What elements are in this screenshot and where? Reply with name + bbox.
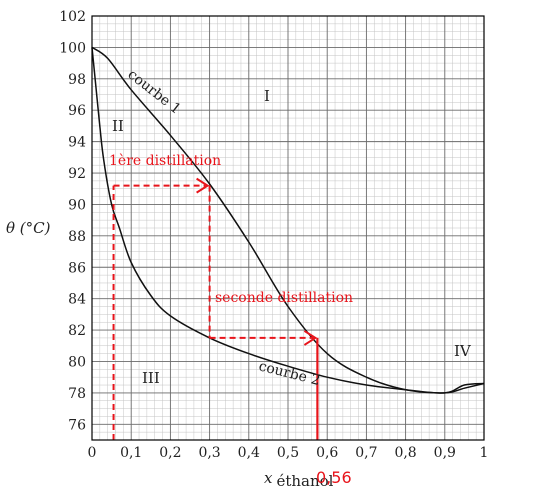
x-axis-symbol: x: [264, 469, 273, 487]
second-distillation-label: seconde distillation: [215, 290, 353, 306]
first-distillation-arrowhead: [196, 177, 210, 194]
y-tick-label: 102: [59, 9, 86, 25]
x-tick-label: 0,1: [120, 445, 142, 461]
y-tick-label: 82: [68, 323, 86, 339]
y-tick-label: 100: [59, 40, 86, 56]
x-tick-label: 0,2: [159, 445, 181, 461]
plot-frame: [91, 15, 485, 441]
x-axis-label: x éthanol: [264, 469, 334, 490]
y-tick-label: 94: [68, 135, 86, 151]
y-axis-label: θ (°C): [6, 219, 51, 237]
y-tick-label: 78: [68, 386, 86, 402]
curves: [91, 46, 485, 394]
y-tick-label: 76: [68, 417, 86, 433]
x-tick-label: 1: [480, 445, 489, 461]
y-tick-label: 92: [68, 166, 86, 182]
distillation-annotations: [112, 177, 319, 440]
x-tick-label: 0,9: [434, 445, 456, 461]
second-distillation-arrowhead: [303, 330, 318, 346]
region-label-I: I: [264, 87, 270, 105]
x-tick-label: 0,7: [355, 445, 377, 461]
y-tick-label: 88: [68, 229, 86, 245]
region-label-II: II: [112, 117, 124, 135]
x-tick-label: 0,3: [198, 445, 220, 461]
y-tick-label: 90: [68, 197, 86, 213]
curve-2-line: [91, 47, 485, 394]
x-tick-label: 0,5: [277, 445, 299, 461]
x-tick-label: 0,8: [394, 445, 416, 461]
region-label-IV: IV: [454, 342, 472, 360]
x-tick-label: 0,6: [316, 445, 338, 461]
y-tick-label: 96: [68, 103, 86, 119]
y-tick-label: 86: [68, 260, 86, 276]
x-axis-subscript: éthanol: [276, 472, 333, 490]
y-tick-label: 98: [68, 72, 86, 88]
y-tick-label: 84: [68, 292, 86, 308]
y-tick-label: 80: [68, 354, 86, 370]
region-label-III: III: [142, 369, 160, 387]
curve-2-label: courbe 2: [257, 358, 322, 389]
result-value-label: 0,56: [316, 468, 352, 487]
tick-labels: 0 0,1 0,2 0,3 0,4 0,5 0,6 0,7 0,8 0,9 1 76 78 80 82 84 8…: [59, 9, 488, 461]
first-distillation-label: 1ère distillation: [109, 153, 221, 169]
x-tick-label: 0,4: [238, 445, 260, 461]
x-tick-label: 0: [88, 445, 97, 461]
